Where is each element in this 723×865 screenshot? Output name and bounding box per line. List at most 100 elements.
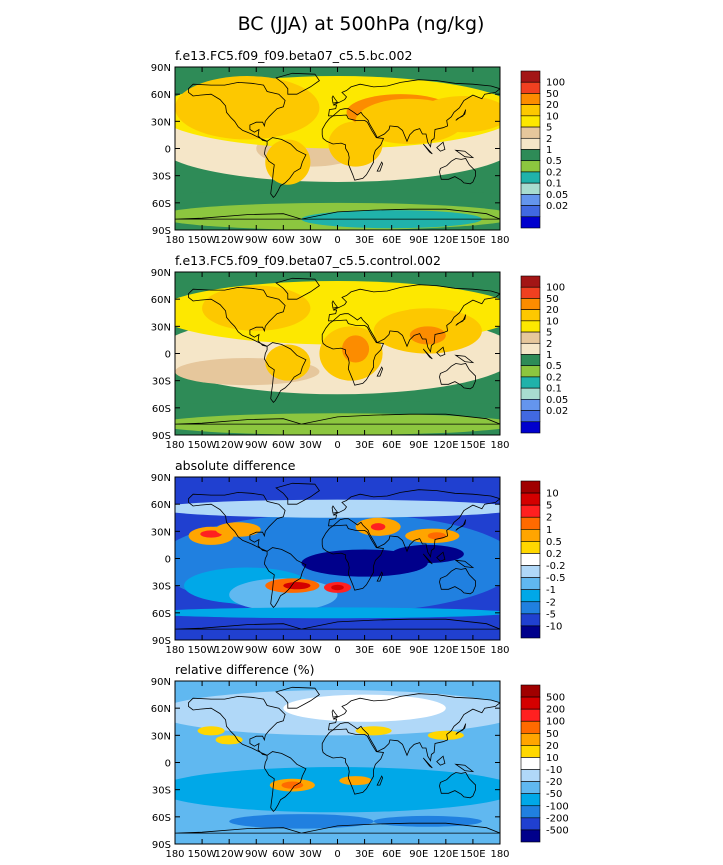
colorbar-box <box>520 342 541 355</box>
coastline-2 <box>263 547 307 609</box>
coastlines <box>175 277 500 425</box>
colorbar-label: 50 <box>546 729 559 740</box>
colorbar-box <box>520 769 541 782</box>
coastline-11 <box>376 775 384 786</box>
x-tick-label: 180 <box>490 235 509 246</box>
coastline-4 <box>328 79 500 148</box>
field-region-1 <box>175 767 500 813</box>
y-tick-label: 30N <box>151 322 171 333</box>
colorbar-box <box>520 115 541 128</box>
y-tick-label: 90N <box>151 473 171 484</box>
colorbar-box <box>520 733 541 746</box>
panels: f.e13.FC5.f09_f09.beta07_c5.5.bc.002 90N 6… <box>151 48 569 860</box>
y-tick-label: 0 <box>165 350 171 361</box>
x-tick-label: 60E <box>382 645 401 656</box>
x-tick-label: 180 <box>490 440 509 451</box>
colorbar-box <box>520 720 541 734</box>
field-region-6 <box>265 139 311 185</box>
coastline-12 <box>436 346 446 357</box>
colorbar-label: 20 <box>546 100 559 111</box>
field-region-4 <box>175 76 320 140</box>
y-tick-label: 90S <box>152 226 171 237</box>
colorbar-box <box>520 589 541 603</box>
field-region-13 <box>215 522 261 537</box>
colorbar-box <box>520 625 541 639</box>
field-region-10 <box>197 726 225 736</box>
colorbar-box <box>520 137 541 150</box>
colorbar-label: 5 <box>546 501 552 512</box>
field-region-6 <box>391 544 464 564</box>
colorbar-box <box>520 516 541 530</box>
colorbar-box <box>520 708 541 722</box>
x-tick-label: 60W <box>272 235 295 246</box>
colorbar-label: 0.1 <box>546 384 562 395</box>
coastline-5 <box>321 319 385 386</box>
coastline-6 <box>439 363 476 390</box>
y-tick-label: 60N <box>151 704 171 715</box>
y-tick-label: 90N <box>151 677 171 688</box>
colorbar-box <box>520 171 541 184</box>
panel-title: relative difference (%) <box>175 662 314 677</box>
coastline-10 <box>331 95 339 104</box>
field-region-10 <box>175 189 500 208</box>
coastline-10 <box>331 505 339 514</box>
coastline-3 <box>275 686 320 709</box>
colorbar-box <box>520 781 541 794</box>
colorbar-label: 0.5 <box>546 361 562 372</box>
map-panel-4: relative difference (%) 90N 60N 30N 0 30S 60S 9… <box>151 662 569 860</box>
colorbar-box <box>520 492 541 506</box>
x-tick-label: 90E <box>409 440 428 451</box>
y-tick-label: 30S <box>152 786 171 797</box>
x-tick-label: 120W <box>215 235 244 246</box>
coastline-8 <box>422 348 433 360</box>
x-tick-label: 150E <box>460 440 485 451</box>
field-region-18 <box>175 607 500 619</box>
x-tick-label: 0 <box>334 235 340 246</box>
coastline-6 <box>439 158 476 185</box>
coastline-1 <box>188 286 286 347</box>
x-tick-label: 150W <box>188 849 217 860</box>
field-region-7 <box>281 781 304 789</box>
colorbar-box <box>520 577 541 590</box>
map-panel-2: f.e13.FC5.f09_f09.beta07_c5.5.control.00… <box>151 253 568 451</box>
y-tick-label: 60S <box>152 813 171 824</box>
field <box>175 681 500 844</box>
colorbar-box <box>520 387 541 400</box>
coastline-1 <box>188 695 286 756</box>
colorbar-box <box>520 160 541 173</box>
colorbar-label: 100 <box>546 78 565 89</box>
coastline-9 <box>455 314 467 326</box>
x-tick-label: 60W <box>272 440 295 451</box>
x-tick-label: 30E <box>355 440 374 451</box>
y-tick-label: 90S <box>152 636 171 647</box>
colorbar-label: 100 <box>546 717 565 728</box>
field-region-9 <box>409 326 446 345</box>
x-tick-label: 90W <box>245 645 268 656</box>
colorbar-box <box>520 410 541 423</box>
x-tick-label: 0 <box>334 440 340 451</box>
coastline-12 <box>436 755 446 766</box>
y-tick-label: 30N <box>151 731 171 742</box>
field-region-10 <box>175 400 500 416</box>
y-tick-label: 0 <box>165 555 171 566</box>
y-tick-label: 0 <box>165 145 171 156</box>
colorbar-label: 20 <box>546 305 559 316</box>
colorbar-label: 0.02 <box>546 201 568 212</box>
x-tick-label: 60W <box>272 645 295 656</box>
colorbar-label: -2 <box>546 597 556 608</box>
colorbar-box <box>520 817 541 831</box>
coastline-7 <box>175 618 500 630</box>
colorbar-box <box>520 376 541 389</box>
colorbar-box <box>520 216 541 229</box>
x-tick-label: 30E <box>355 849 374 860</box>
colorbar-box <box>520 365 541 378</box>
coastline-7 <box>175 413 500 425</box>
field <box>175 477 500 640</box>
x-tick-label: 60E <box>382 849 401 860</box>
field-region-3 <box>283 694 446 722</box>
coastline-5 <box>321 524 385 591</box>
field-region-9 <box>215 735 243 745</box>
